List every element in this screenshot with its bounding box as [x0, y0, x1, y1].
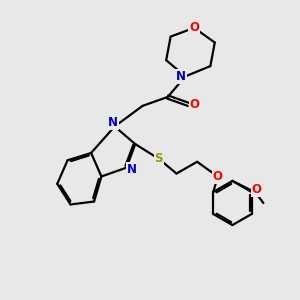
Text: O: O — [213, 170, 223, 183]
Text: N: N — [176, 70, 186, 83]
Text: N: N — [108, 116, 118, 129]
Text: O: O — [190, 98, 200, 111]
Text: S: S — [154, 152, 163, 165]
Text: O: O — [189, 21, 199, 34]
Text: N: N — [127, 163, 137, 176]
Text: O: O — [252, 183, 262, 196]
